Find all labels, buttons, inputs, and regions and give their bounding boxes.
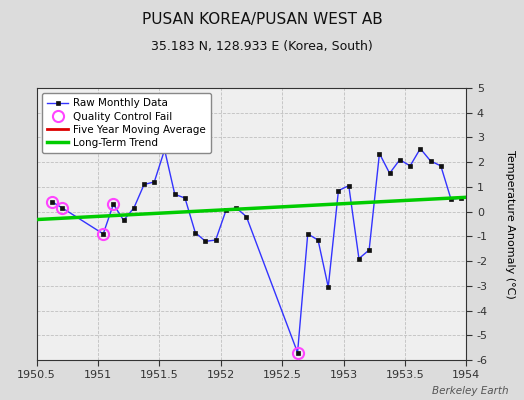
Raw Monthly Data: [223, 208, 229, 213]
Raw Monthly Data: [100, 232, 106, 236]
Raw Monthly Data: [304, 232, 311, 236]
Raw Monthly Data: [387, 171, 393, 176]
Raw Monthly Data: [192, 230, 199, 235]
Raw Monthly Data: [161, 148, 168, 152]
Quality Control Fail: [294, 350, 301, 355]
Text: 35.183 N, 128.933 E (Korea, South): 35.183 N, 128.933 E (Korea, South): [151, 40, 373, 53]
Raw Monthly Data: [202, 239, 209, 244]
Raw Monthly Data: [243, 214, 249, 219]
Raw Monthly Data: [356, 256, 362, 261]
Line: Raw Monthly Data: Raw Monthly Data: [50, 146, 463, 355]
Raw Monthly Data: [458, 196, 464, 200]
Raw Monthly Data: [376, 151, 383, 156]
Quality Control Fail: [59, 206, 66, 210]
Raw Monthly Data: [407, 164, 413, 168]
Raw Monthly Data: [59, 206, 66, 210]
Raw Monthly Data: [233, 206, 239, 210]
Text: Berkeley Earth: Berkeley Earth: [432, 386, 508, 396]
Y-axis label: Temperature Anomaly (°C): Temperature Anomaly (°C): [505, 150, 515, 298]
Line: Quality Control Fail: Quality Control Fail: [47, 196, 303, 358]
Quality Control Fail: [100, 232, 106, 236]
Raw Monthly Data: [438, 164, 444, 168]
Raw Monthly Data: [121, 218, 127, 223]
Legend: Raw Monthly Data, Quality Control Fail, Five Year Moving Average, Long-Term Tren: Raw Monthly Data, Quality Control Fail, …: [42, 93, 211, 153]
Raw Monthly Data: [335, 188, 342, 193]
Raw Monthly Data: [182, 196, 188, 200]
Raw Monthly Data: [49, 199, 55, 204]
Raw Monthly Data: [428, 158, 434, 163]
Raw Monthly Data: [325, 285, 331, 290]
Text: PUSAN KOREA/PUSAN WEST AB: PUSAN KOREA/PUSAN WEST AB: [141, 12, 383, 27]
Raw Monthly Data: [141, 182, 147, 187]
Raw Monthly Data: [366, 248, 372, 252]
Raw Monthly Data: [417, 146, 423, 151]
Raw Monthly Data: [172, 192, 178, 197]
Raw Monthly Data: [315, 238, 321, 242]
Raw Monthly Data: [131, 206, 137, 210]
Raw Monthly Data: [346, 183, 352, 188]
Quality Control Fail: [49, 199, 55, 204]
Raw Monthly Data: [151, 180, 157, 184]
Raw Monthly Data: [448, 197, 454, 202]
Quality Control Fail: [110, 202, 116, 207]
Raw Monthly Data: [294, 350, 301, 355]
Raw Monthly Data: [397, 157, 403, 162]
Raw Monthly Data: [110, 202, 116, 207]
Raw Monthly Data: [213, 238, 219, 242]
